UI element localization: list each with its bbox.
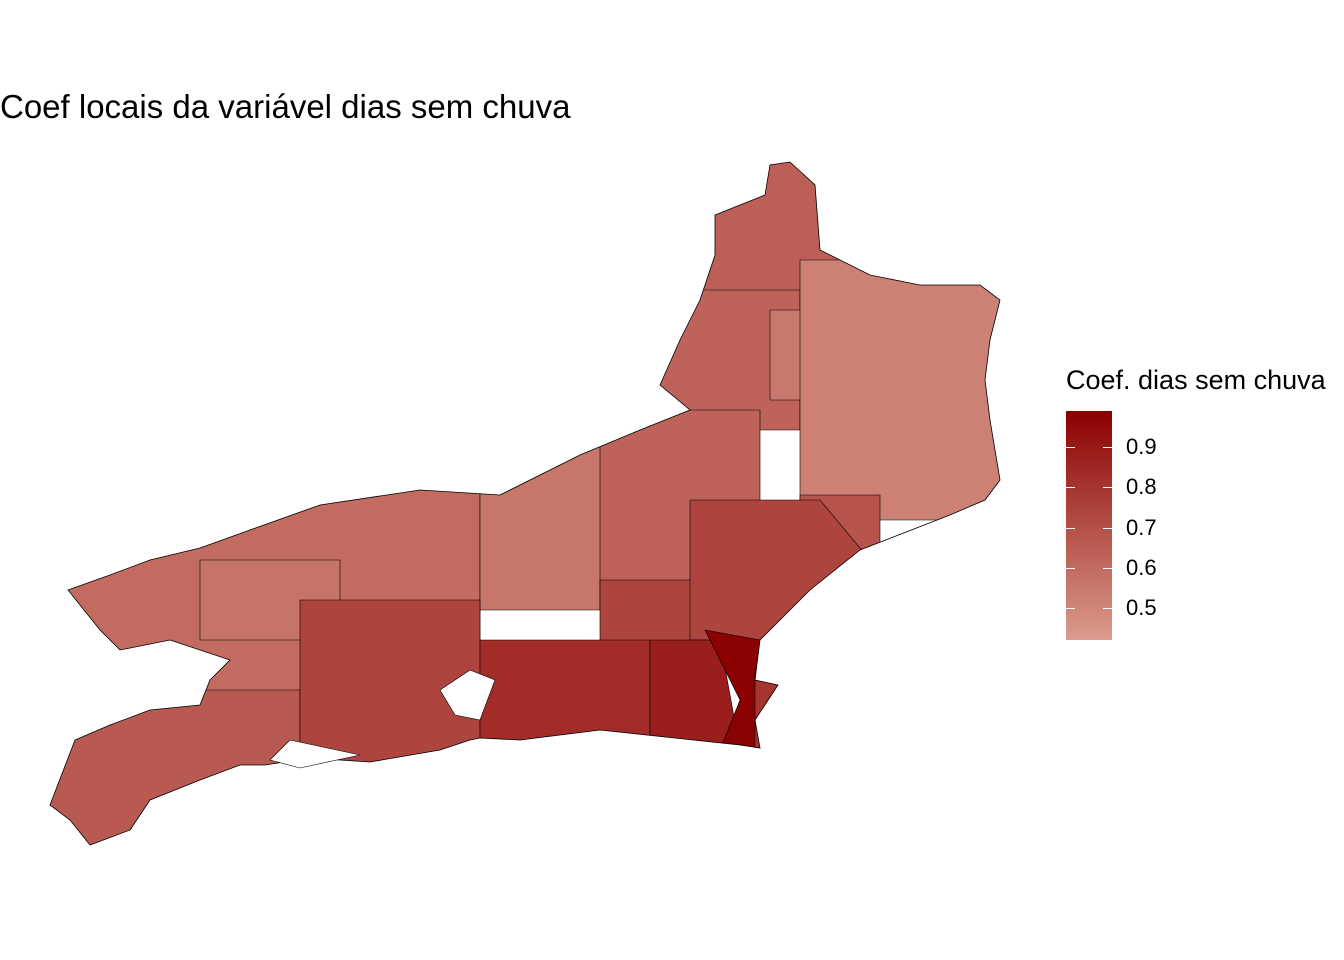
legend-tick-label: 0.7	[1126, 514, 1157, 540]
legend-tick-mark	[1066, 567, 1075, 569]
legend-tick-mark	[1066, 527, 1075, 529]
municipality-region	[479, 639, 651, 761]
legend-tick-mark	[1103, 487, 1112, 489]
municipality-region	[50, 689, 301, 845]
legend-tick-mark	[1103, 607, 1112, 609]
legend-tick-mark	[1103, 527, 1112, 529]
legend-title: Coef. dias sem chuva	[1066, 365, 1326, 395]
legend-tick-mark	[1066, 487, 1075, 489]
legend-tick-mark	[1103, 447, 1112, 449]
bay-water	[269, 739, 361, 769]
municipality-region	[754, 669, 791, 751]
legend-tick-label: 0.5	[1126, 594, 1157, 620]
legend-tick-label: 0.8	[1126, 474, 1157, 500]
state-outline	[49, 161, 1001, 846]
legend-tick-mark	[1103, 567, 1112, 569]
municipality-region	[799, 259, 1000, 521]
legend-tick-mark	[1066, 447, 1075, 449]
legend-tick-mark	[1066, 607, 1075, 609]
bay-water	[439, 669, 496, 721]
municipality-region	[479, 439, 601, 611]
legend-tick-label: 0.6	[1126, 554, 1157, 580]
legend-tick-label: 0.9	[1126, 434, 1157, 460]
map-title: Coef locais da variável dias sem chuva	[0, 88, 571, 125]
legend-color-bar	[1066, 411, 1112, 640]
